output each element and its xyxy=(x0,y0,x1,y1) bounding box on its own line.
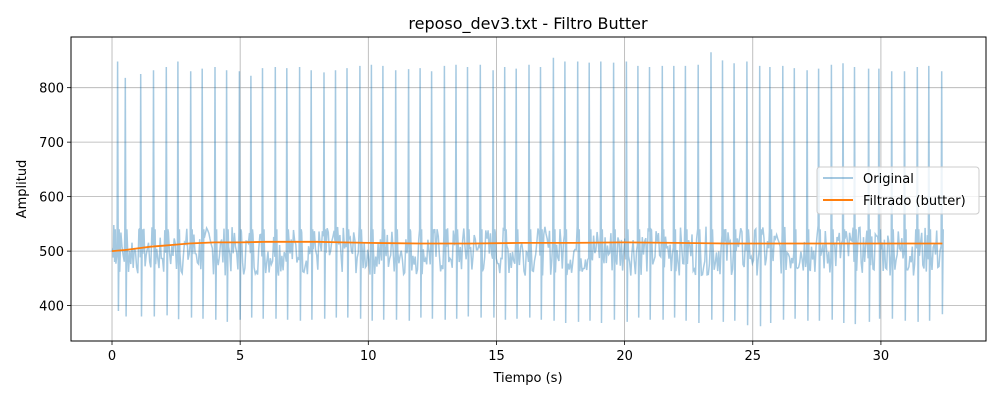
axes-frame xyxy=(70,36,987,342)
y-tick-label: 800 xyxy=(39,82,64,97)
y-axis: 400 500 600 700 800 xyxy=(39,82,71,315)
y-tick-label: 700 xyxy=(39,136,64,151)
x-axis-label: Tiempo (s) xyxy=(492,371,562,386)
legend-label-original: Original xyxy=(863,172,914,187)
x-tick-label: 30 xyxy=(873,349,890,364)
x-tick-label: 20 xyxy=(616,349,633,364)
y-tick-label: 400 xyxy=(39,300,64,315)
chart-title: reposo_dev3.txt - Filtro Butter xyxy=(408,14,648,34)
x-tick-label: 0 xyxy=(108,349,116,364)
x-tick-label: 25 xyxy=(744,349,761,364)
legend-label-filtered: Filtrado (butter) xyxy=(863,194,966,209)
plot-area xyxy=(111,52,944,327)
y-tick-label: 500 xyxy=(39,245,64,260)
y-axis-label: Amplitud xyxy=(15,160,30,219)
x-tick-label: 10 xyxy=(360,349,377,364)
x-axis: 0 5 10 15 20 25 30 xyxy=(108,341,889,364)
series-filtered-line xyxy=(111,240,943,252)
legend: Original Filtrado (butter) xyxy=(816,166,980,215)
legend-box xyxy=(816,166,980,215)
x-tick-label: 5 xyxy=(236,349,244,364)
x-tick-label: 15 xyxy=(488,349,505,364)
y-tick-label: 600 xyxy=(39,191,64,206)
